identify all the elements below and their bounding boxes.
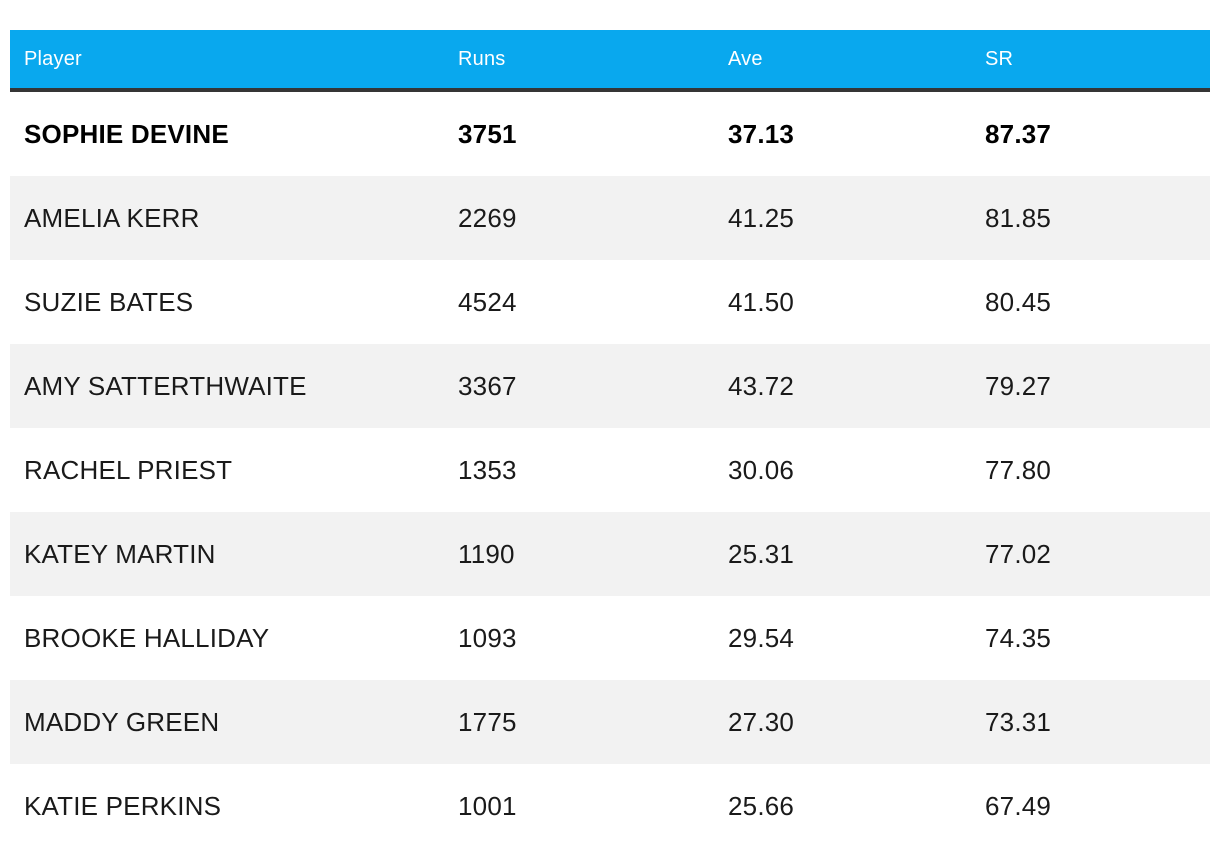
table-row: RACHEL PRIEST 1353 30.06 77.80 xyxy=(10,428,1210,512)
player-name-cell: SOPHIE DEVINE xyxy=(24,118,229,149)
runs-cell: 1190 xyxy=(458,538,515,569)
runs-cell: 3751 xyxy=(458,118,517,149)
ave-cell: 25.31 xyxy=(728,538,795,569)
column-header-runs[interactable]: Runs xyxy=(444,30,714,92)
sr-cell: 74.35 xyxy=(985,622,1052,653)
runs-cell: 3367 xyxy=(458,370,517,401)
table-row: AMY SATTERTHWAITE 3367 43.72 79.27 xyxy=(10,344,1210,428)
ave-cell: 43.72 xyxy=(728,370,795,401)
runs-cell: 1001 xyxy=(458,790,517,821)
sr-cell: 77.02 xyxy=(985,538,1052,569)
runs-cell: 2269 xyxy=(458,202,517,233)
runs-cell: 1353 xyxy=(458,454,517,485)
table-row: BROOKE HALLIDAY 1093 29.54 74.35 xyxy=(10,596,1210,680)
stats-table-container: Player Runs Ave SR SOPHIE DEVINE 3751 37… xyxy=(10,30,1210,848)
table-header: Player Runs Ave SR xyxy=(10,30,1210,92)
ave-cell: 41.25 xyxy=(728,202,795,233)
sr-cell: 79.27 xyxy=(985,370,1052,401)
sr-cell: 81.85 xyxy=(985,202,1052,233)
ave-cell: 25.66 xyxy=(728,790,795,821)
column-header-player[interactable]: Player xyxy=(10,30,444,92)
table-row: KATIE PERKINS 1001 25.66 67.49 xyxy=(10,764,1210,848)
runs-cell: 1093 xyxy=(458,622,517,653)
player-name-cell: KATIE PERKINS xyxy=(24,790,222,821)
ave-cell: 27.30 xyxy=(728,706,795,737)
player-stats-table: Player Runs Ave SR SOPHIE DEVINE 3751 37… xyxy=(10,30,1210,848)
ave-cell: 30.06 xyxy=(728,454,795,485)
table-row: MADDY GREEN 1775 27.30 73.31 xyxy=(10,680,1210,764)
sr-cell: 67.49 xyxy=(985,790,1052,821)
column-header-ave[interactable]: Ave xyxy=(714,30,971,92)
player-name-cell: SUZIE BATES xyxy=(24,286,194,317)
header-row: Player Runs Ave SR xyxy=(10,30,1210,92)
player-name-cell: RACHEL PRIEST xyxy=(24,454,233,485)
player-name-cell: AMY SATTERTHWAITE xyxy=(24,370,307,401)
runs-cell: 4524 xyxy=(458,286,517,317)
table-row: AMELIA KERR 2269 41.25 81.85 xyxy=(10,176,1210,260)
sr-cell: 87.37 xyxy=(985,118,1052,149)
table-row: KATEY MARTIN 1190 25.31 77.02 xyxy=(10,512,1210,596)
ave-cell: 29.54 xyxy=(728,622,795,653)
sr-cell: 73.31 xyxy=(985,706,1052,737)
table-row: SUZIE BATES 4524 41.50 80.45 xyxy=(10,260,1210,344)
player-name-cell: BROOKE HALLIDAY xyxy=(24,622,270,653)
runs-cell: 1775 xyxy=(458,706,517,737)
table-row: SOPHIE DEVINE 3751 37.13 87.37 xyxy=(10,90,1210,176)
player-name-cell: AMELIA KERR xyxy=(24,202,200,233)
player-name-cell: KATEY MARTIN xyxy=(24,538,216,569)
sr-cell: 77.80 xyxy=(985,454,1052,485)
sr-cell: 80.45 xyxy=(985,286,1052,317)
column-header-sr[interactable]: SR xyxy=(971,30,1210,92)
ave-cell: 37.13 xyxy=(728,118,795,149)
ave-cell: 41.50 xyxy=(728,286,795,317)
player-name-cell: MADDY GREEN xyxy=(24,706,220,737)
table-body: SOPHIE DEVINE 3751 37.13 87.37 AMELIA KE… xyxy=(10,90,1210,848)
